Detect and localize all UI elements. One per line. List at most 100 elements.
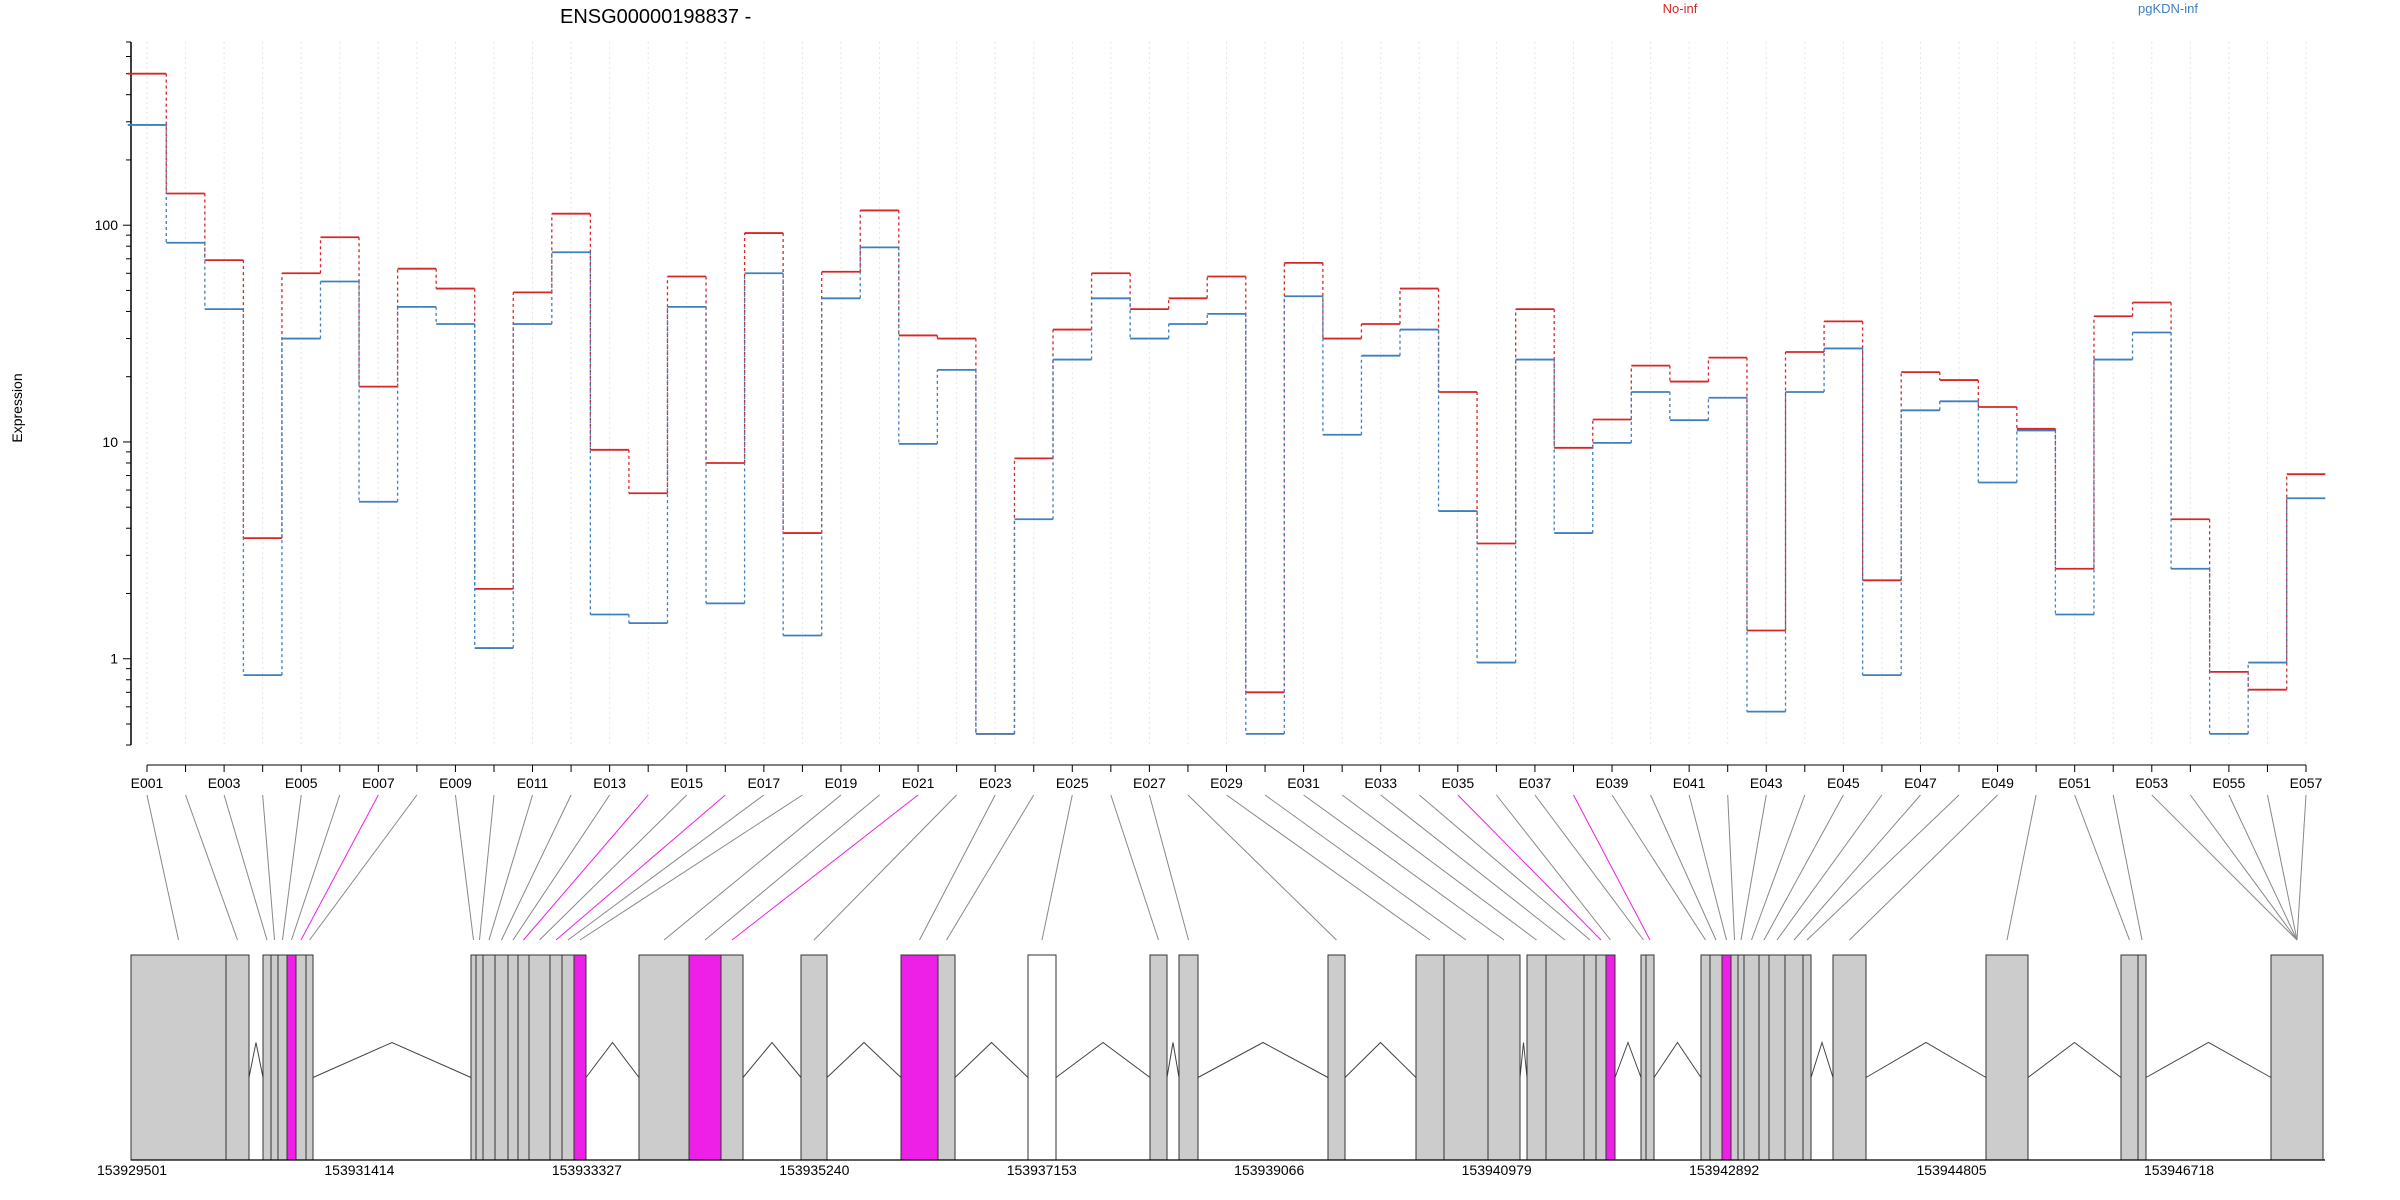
x-tick-label-e011: E011 <box>517 775 549 791</box>
exon-block <box>1768 954 1786 1161</box>
exon-connector-e028 <box>1187 794 1337 941</box>
exon-connector-e042 <box>1727 794 1735 941</box>
y-tick-label-10: 10 <box>102 434 118 450</box>
exon-connector-e045 <box>1763 794 1844 941</box>
exon-connector-e023 <box>919 794 996 941</box>
exon-connector-e014 <box>523 794 649 941</box>
exon-block <box>1721 954 1732 1161</box>
exon-block <box>1737 954 1745 1161</box>
exon-connector-e009 <box>454 794 474 941</box>
exon-connector-e030 <box>1264 794 1467 941</box>
genomic-coordinate-label: 153931414 <box>324 1162 394 1178</box>
exon-block <box>1758 954 1770 1161</box>
exon-connector-e004 <box>262 794 275 941</box>
exon-block <box>1730 954 1739 1161</box>
genomic-coordinate-label: 153935240 <box>779 1162 849 1178</box>
intron-line <box>1055 1041 1151 1078</box>
intron-line <box>1519 1042 1528 1078</box>
intron-line <box>1166 1042 1180 1078</box>
x-tick-label-e053: E053 <box>2135 775 2168 791</box>
exon-block <box>1985 954 2029 1161</box>
x-tick-label-e047: E047 <box>1904 775 1937 791</box>
y-tick-label-1: 1 <box>110 651 118 667</box>
exon-block <box>1605 954 1616 1161</box>
plot-area: 1 10 100 E001 E003 E005 E007 E009 E011 E013 E015 E0… <box>95 41 2326 791</box>
x-tick-label-e045: E045 <box>1827 775 1860 791</box>
exon-block <box>900 954 939 1161</box>
intron-line <box>1197 1041 1329 1078</box>
x-tick-label-e021: E021 <box>902 775 935 791</box>
genomic-coordinate-label: 153933327 <box>552 1162 622 1178</box>
exon-connector-e011 <box>488 794 534 941</box>
exon-connector-e018 <box>579 794 803 941</box>
exon-block <box>1743 954 1760 1161</box>
exon-connector-e053 <box>2151 794 2298 941</box>
exon-block <box>470 954 477 1161</box>
exon-connector-e054 <box>2189 794 2298 941</box>
x-tick-label-e037: E037 <box>1519 775 1552 791</box>
intron-line <box>826 1041 902 1078</box>
exon-connector-e006 <box>291 794 341 941</box>
x-tick-label-e029: E029 <box>1210 775 1243 791</box>
exon-connector-e013 <box>512 794 611 941</box>
x-tick-label-e031: E031 <box>1287 775 1320 791</box>
exon-connector-e043 <box>1740 794 1767 941</box>
intron-line <box>1810 1040 1834 1078</box>
legend-label-no-inf: No-inf <box>1663 1 1698 16</box>
x-tick-label-e039: E039 <box>1596 775 1629 791</box>
legend-label-pgkdn-inf: pgKDN-inf <box>2138 1 2198 16</box>
gene-model-track: 153929501 153931414 153933327 153935240 1539… <box>97 794 2325 1178</box>
x-tick-label-e001: E001 <box>131 775 164 791</box>
exon-connector-e026 <box>1110 794 1159 941</box>
exon-connector-e048 <box>1806 794 1960 941</box>
exon-block <box>1802 954 1812 1161</box>
exon-block <box>1415 954 1445 1161</box>
exon-connector-e008 <box>309 794 418 941</box>
exon-connector-e032 <box>1341 794 1537 941</box>
exon-block <box>475 954 484 1161</box>
exon-block <box>720 954 744 1161</box>
exon-connector-e025 <box>1041 794 1073 941</box>
exon-block <box>482 954 496 1161</box>
intron-line <box>585 1041 640 1078</box>
exon-block <box>528 954 551 1161</box>
exon-connector-e010 <box>479 794 495 941</box>
exon-connector-e044 <box>1751 794 1806 941</box>
chart-title: ENSG00000198837 - <box>560 6 751 28</box>
y-tick-label-100: 100 <box>95 217 119 233</box>
exon-block <box>573 954 587 1161</box>
x-tick-label-e033: E033 <box>1364 775 1397 791</box>
x-tick-label-e019: E019 <box>825 775 858 791</box>
exon-connector-e029 <box>1226 794 1431 941</box>
exon-connector-e055 <box>2228 794 2298 941</box>
exon-connector-e001 <box>146 794 179 941</box>
x-tick-label-e007: E007 <box>362 775 395 791</box>
exon-connector-e041 <box>1688 794 1727 941</box>
exon-connector-e051 <box>2074 794 2130 941</box>
exon-connector-e007 <box>300 794 379 941</box>
series-pgkdn-inf <box>127 124 2326 735</box>
exon-block <box>688 954 722 1161</box>
exon-block <box>2120 954 2139 1161</box>
x-tick-label-e051: E051 <box>2058 775 2091 791</box>
exon-connector-e002 <box>185 794 238 941</box>
genomic-coordinate-label: 153940979 <box>1462 1162 1532 1178</box>
exon-connector-e021 <box>731 794 919 941</box>
intron-line <box>742 1041 802 1078</box>
genomic-coordinate-label: 153939066 <box>1234 1162 1304 1178</box>
x-tick-label-e041: E041 <box>1673 775 1706 791</box>
exon-block <box>262 954 272 1161</box>
exon-block <box>130 954 227 1161</box>
exon-block <box>277 954 288 1161</box>
exon-block <box>2270 954 2324 1161</box>
exon-connector-e020 <box>704 794 880 941</box>
genomic-coordinate-label: 153946718 <box>2144 1162 2214 1178</box>
exon-block <box>549 954 563 1161</box>
exon-connector-e035 <box>1457 794 1602 941</box>
exon-block <box>2137 954 2147 1161</box>
exon-block <box>1545 954 1585 1161</box>
exon-connector-e019 <box>663 794 842 941</box>
exon-connector-e005 <box>282 794 302 941</box>
exon-block <box>270 954 279 1161</box>
intron-line <box>312 1041 472 1078</box>
